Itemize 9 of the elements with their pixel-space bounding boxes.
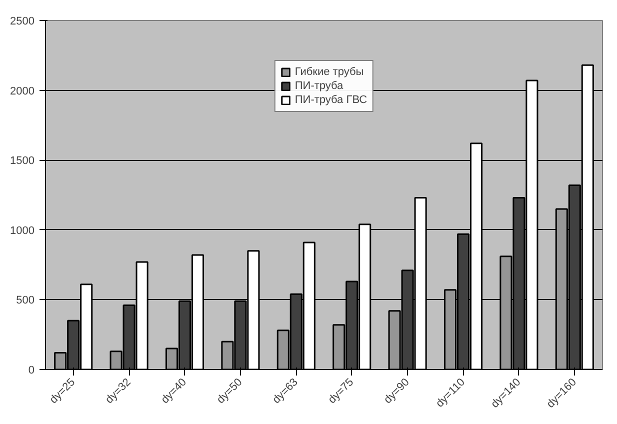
legend-label: Гибкие трубы	[294, 66, 364, 78]
legend-label: ПИ-труба	[294, 80, 344, 92]
y-tick-label: 1000	[10, 224, 35, 237]
y-tick-label: 2500	[10, 16, 35, 28]
y-tick-label: 0	[28, 364, 35, 376]
y-tick-label: 500	[16, 294, 35, 307]
legend-label: ПИ-труба ГВС	[294, 94, 368, 106]
y-tick-label: 2000	[10, 85, 35, 98]
y-tick-label: 1500	[10, 155, 35, 168]
